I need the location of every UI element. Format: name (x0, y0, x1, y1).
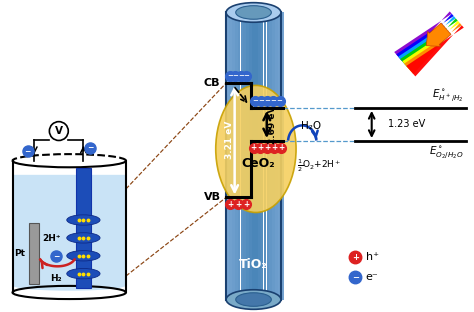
Text: −: − (352, 273, 359, 282)
Text: −: − (244, 73, 249, 80)
Ellipse shape (236, 293, 271, 306)
Bar (29, 223, 39, 284)
Polygon shape (398, 16, 456, 67)
Ellipse shape (226, 290, 281, 309)
Polygon shape (406, 25, 464, 76)
Polygon shape (394, 12, 452, 62)
Text: +: + (264, 143, 270, 152)
Text: $\frac{1}{2}$O$_2$+2H$^+$: $\frac{1}{2}$O$_2$+2H$^+$ (298, 157, 342, 174)
Bar (269, 12, 272, 300)
Bar (232, 12, 235, 300)
Text: CB: CB (204, 78, 220, 88)
Bar (229, 12, 232, 300)
Bar (278, 12, 281, 300)
Text: +: + (257, 143, 264, 152)
Text: −: − (277, 98, 283, 105)
Bar (261, 12, 264, 300)
Text: +: + (227, 199, 233, 208)
Bar (281, 12, 284, 300)
Bar (255, 12, 258, 300)
Bar (237, 12, 240, 300)
Text: h⁺: h⁺ (365, 252, 379, 262)
Text: −: − (87, 143, 93, 152)
Text: H₂: H₂ (50, 274, 62, 283)
Text: −: − (271, 98, 276, 105)
Ellipse shape (67, 251, 100, 261)
Text: $E^\circ_{O_2/H_2O}$: $E^\circ_{O_2/H_2O}$ (429, 145, 464, 161)
Polygon shape (396, 14, 454, 65)
Text: +: + (250, 143, 256, 152)
Ellipse shape (67, 269, 100, 279)
Text: −: − (252, 98, 258, 105)
Bar (226, 12, 229, 300)
Text: −: − (238, 73, 244, 80)
Ellipse shape (216, 85, 296, 212)
Text: +: + (278, 143, 284, 152)
Ellipse shape (226, 3, 281, 22)
Ellipse shape (236, 6, 271, 19)
Text: +: + (235, 199, 241, 208)
Text: −: − (264, 98, 270, 105)
Text: H₂O: H₂O (301, 121, 321, 131)
Bar (246, 12, 249, 300)
Text: Pt: Pt (14, 249, 25, 258)
Polygon shape (400, 18, 458, 70)
Text: TiO₂: TiO₂ (239, 258, 268, 271)
Bar (241, 12, 243, 300)
Text: 1.23 eV: 1.23 eV (388, 119, 426, 129)
Bar (275, 12, 278, 300)
Ellipse shape (67, 215, 100, 225)
Text: −: − (227, 73, 233, 80)
Bar (258, 12, 261, 300)
Ellipse shape (67, 233, 100, 243)
Text: +: + (271, 143, 277, 152)
Text: e⁻: e⁻ (365, 272, 378, 282)
Polygon shape (402, 21, 460, 72)
Text: $E^\circ_{H^+/H_2}$: $E^\circ_{H^+/H_2}$ (432, 88, 464, 104)
Circle shape (49, 122, 68, 140)
Text: −: − (25, 147, 31, 156)
Bar (266, 12, 269, 300)
Text: +: + (243, 199, 250, 208)
Polygon shape (404, 23, 462, 74)
Text: CeO₂: CeO₂ (241, 157, 275, 169)
Bar (264, 12, 266, 300)
Text: 3.21 eV: 3.21 eV (226, 121, 235, 159)
Bar (235, 12, 237, 300)
Text: 2H⁺: 2H⁺ (42, 234, 61, 243)
Text: −: − (232, 73, 238, 80)
Bar (249, 12, 252, 300)
Bar (252, 12, 255, 300)
Text: VB: VB (203, 193, 220, 202)
Text: −: − (258, 98, 264, 105)
Text: −: − (53, 252, 59, 261)
Bar (244, 12, 246, 300)
Polygon shape (12, 175, 126, 291)
FancyArrow shape (426, 23, 451, 46)
Bar (272, 12, 275, 300)
Text: 2.69 eV: 2.69 eV (268, 105, 277, 144)
Bar (76, 168, 91, 288)
Text: V: V (55, 126, 63, 136)
Text: +: + (352, 253, 359, 262)
